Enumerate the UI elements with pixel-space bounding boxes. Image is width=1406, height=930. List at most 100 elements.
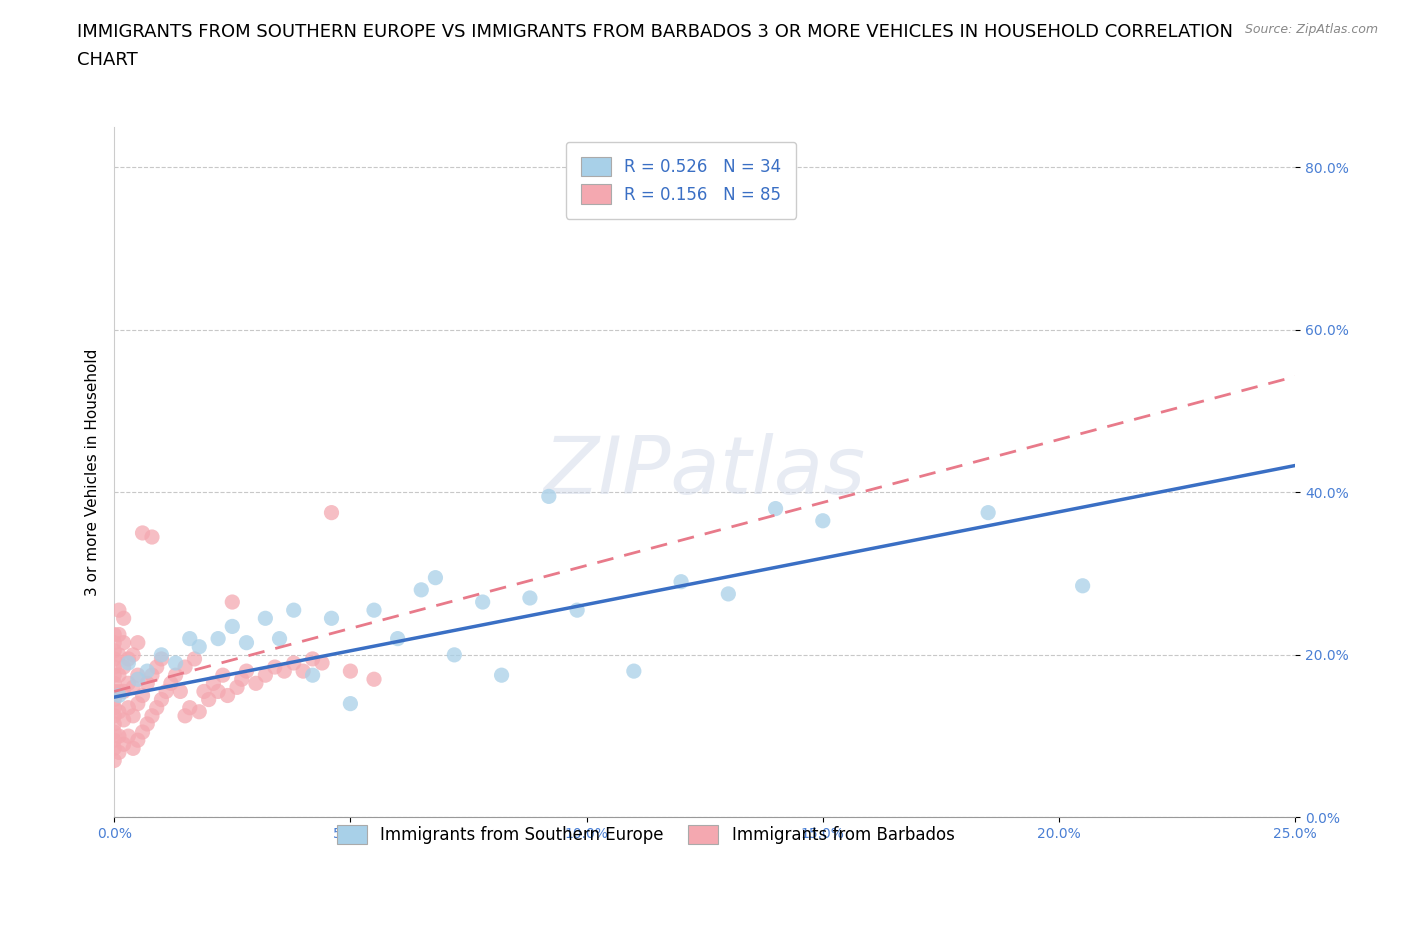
Point — [160, 676, 183, 691]
Point — [1071, 578, 1094, 593]
Point — [108, 704, 131, 719]
Point — [283, 656, 305, 671]
Point — [717, 587, 740, 602]
Point — [411, 582, 433, 597]
Point — [221, 619, 243, 634]
Point — [103, 668, 125, 683]
Point — [623, 664, 645, 679]
Point — [117, 656, 139, 671]
Point — [471, 594, 494, 609]
Point — [537, 489, 560, 504]
Point — [765, 501, 787, 516]
Point — [103, 700, 125, 715]
Point — [103, 724, 125, 739]
Point — [108, 745, 131, 760]
Point — [263, 659, 285, 674]
Point — [811, 513, 834, 528]
Point — [112, 611, 135, 626]
Point — [108, 729, 131, 744]
Point — [217, 688, 239, 703]
Point — [202, 676, 225, 691]
Point — [112, 712, 135, 727]
Point — [108, 647, 131, 662]
Point — [231, 671, 253, 686]
Point — [112, 635, 135, 650]
Point — [117, 700, 139, 715]
Point — [226, 680, 249, 695]
Point — [103, 652, 125, 667]
Point — [103, 733, 125, 748]
Point — [183, 652, 205, 667]
Point — [108, 627, 131, 642]
Point — [136, 664, 159, 679]
Point — [131, 724, 153, 739]
Point — [669, 575, 692, 590]
Point — [108, 603, 131, 618]
Point — [565, 603, 588, 618]
Point — [311, 656, 333, 671]
Point — [103, 659, 125, 674]
Point — [254, 611, 277, 626]
Point — [103, 635, 125, 650]
Point — [112, 684, 135, 698]
Point — [108, 668, 131, 683]
Point — [103, 684, 125, 698]
Point — [103, 709, 125, 724]
Point — [179, 700, 201, 715]
Point — [122, 680, 145, 695]
Point — [108, 688, 131, 703]
Point — [155, 684, 177, 698]
Point — [363, 603, 385, 618]
Point — [169, 684, 191, 698]
Point — [269, 631, 291, 646]
Point — [235, 664, 257, 679]
Point — [127, 635, 149, 650]
Point — [254, 668, 277, 683]
Point — [301, 668, 323, 683]
Point — [141, 709, 163, 724]
Point — [165, 656, 187, 671]
Point — [363, 671, 385, 686]
Point — [117, 729, 139, 744]
Point — [127, 697, 149, 711]
Point — [197, 692, 219, 707]
Text: IMMIGRANTS FROM SOUTHERN EUROPE VS IMMIGRANTS FROM BARBADOS 3 OR MORE VEHICLES I: IMMIGRANTS FROM SOUTHERN EUROPE VS IMMIG… — [77, 23, 1233, 41]
Point — [117, 676, 139, 691]
Point — [207, 631, 229, 646]
Point — [174, 709, 197, 724]
Text: Source: ZipAtlas.com: Source: ZipAtlas.com — [1244, 23, 1378, 36]
Point — [103, 627, 125, 642]
Point — [103, 644, 125, 658]
Point — [283, 603, 305, 618]
Point — [141, 668, 163, 683]
Point — [145, 700, 167, 715]
Point — [211, 668, 233, 683]
Point — [112, 659, 135, 674]
Y-axis label: 3 or more Vehicles in Household: 3 or more Vehicles in Household — [86, 349, 100, 596]
Point — [103, 716, 125, 731]
Point — [108, 684, 131, 698]
Point — [122, 741, 145, 756]
Point — [141, 529, 163, 544]
Point — [193, 684, 215, 698]
Point — [188, 639, 211, 654]
Legend: Immigrants from Southern Europe, Immigrants from Barbados: Immigrants from Southern Europe, Immigra… — [323, 812, 967, 857]
Point — [491, 668, 513, 683]
Point — [136, 676, 159, 691]
Point — [339, 697, 361, 711]
Point — [103, 692, 125, 707]
Point — [235, 635, 257, 650]
Point — [174, 659, 197, 674]
Point — [145, 659, 167, 674]
Point — [519, 591, 541, 605]
Point — [179, 631, 201, 646]
Point — [221, 594, 243, 609]
Point — [245, 676, 267, 691]
Point — [292, 664, 315, 679]
Point — [131, 525, 153, 540]
Point — [425, 570, 447, 585]
Point — [273, 664, 295, 679]
Point — [321, 611, 343, 626]
Point — [188, 704, 211, 719]
Point — [301, 652, 323, 667]
